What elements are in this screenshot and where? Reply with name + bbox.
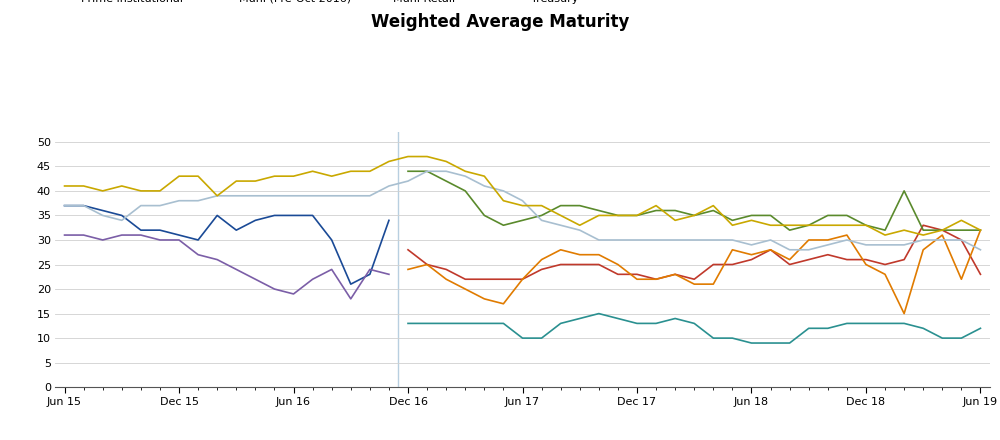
Text: Weighted Average Maturity: Weighted Average Maturity xyxy=(371,13,629,31)
Legend: Prime (Pre-Oct 2016), Prime Institutional, Prime Retail, Muni (Pre-Oct 2016), Mu: Prime (Pre-Oct 2016), Prime Institutiona… xyxy=(51,0,600,4)
